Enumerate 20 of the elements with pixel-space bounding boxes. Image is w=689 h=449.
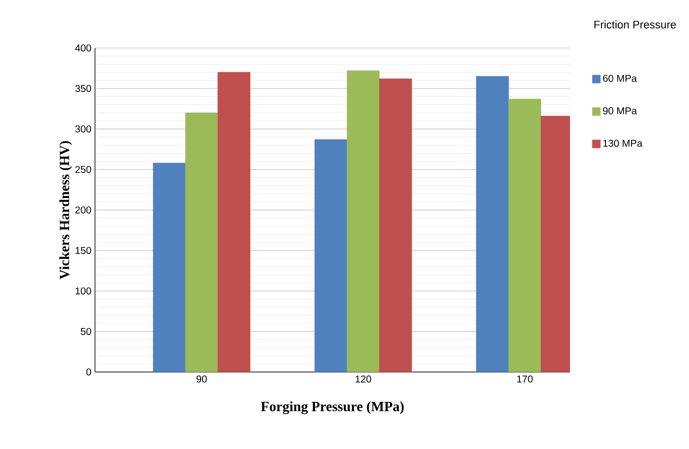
legend-label: 60 MPa bbox=[603, 74, 637, 82]
y-tick-label: 100 bbox=[76, 287, 92, 295]
y-tick-label: 300 bbox=[75, 125, 92, 133]
legend-title: Friction Pressure bbox=[594, 20, 676, 28]
y-tick-label: 150 bbox=[76, 246, 92, 254]
y-tick-label: 400 bbox=[75, 44, 92, 52]
bar bbox=[379, 78, 412, 372]
y-tick-label: 50 bbox=[80, 328, 92, 336]
y-tick-label: 200 bbox=[75, 206, 92, 214]
x-axis-title: Forging Pressure (MPa) bbox=[260, 401, 404, 414]
y-axis-title: Vickers Hardness (HV) bbox=[59, 141, 72, 280]
y-tick-label: 0 bbox=[86, 368, 92, 376]
x-tick-label: 90 bbox=[196, 376, 207, 383]
y-tick-label: 350 bbox=[75, 84, 92, 92]
legend-label: 90 MPa bbox=[603, 107, 637, 114]
x-tick-label: 170 bbox=[517, 376, 533, 383]
bar bbox=[218, 72, 250, 372]
y-tick-label: 250 bbox=[75, 166, 92, 174]
legend-label: 130 MPa bbox=[603, 140, 642, 147]
x-tick-label: 120 bbox=[356, 376, 372, 383]
